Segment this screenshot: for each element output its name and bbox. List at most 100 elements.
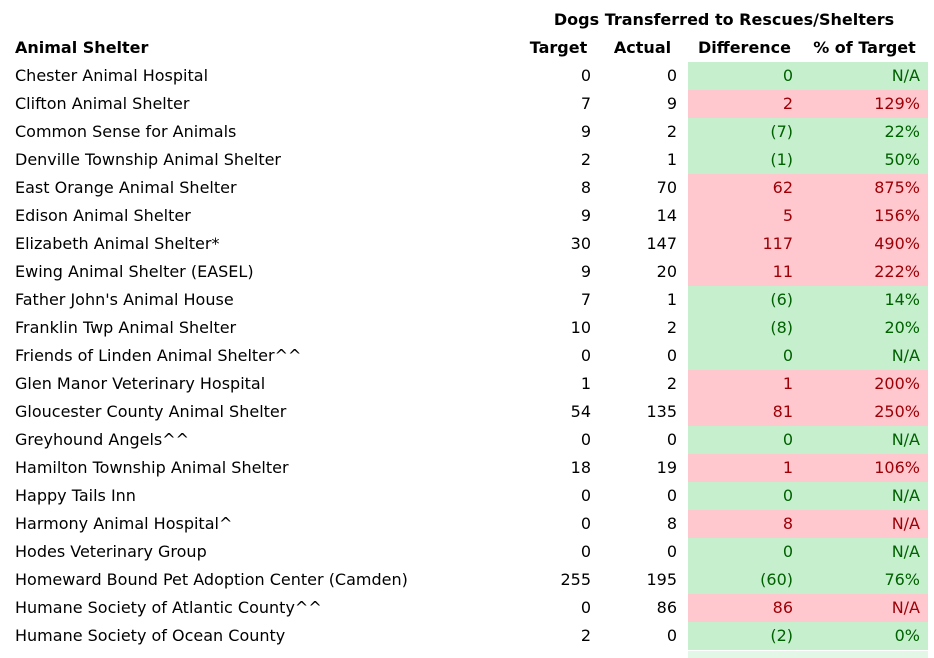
actual-cell[interactable]: 8 bbox=[666, 514, 677, 533]
difference-cell[interactable]: 62 bbox=[688, 174, 801, 202]
target-cell[interactable]: 9 bbox=[580, 206, 591, 225]
target-cell[interactable]: 255 bbox=[560, 570, 591, 589]
pct-cell[interactable]: 50% bbox=[801, 146, 928, 174]
pct-cell[interactable]: 222% bbox=[801, 258, 928, 286]
shelter-name-cell[interactable]: Hodes Veterinary Group bbox=[15, 542, 207, 561]
actual-cell[interactable]: 20 bbox=[656, 262, 677, 281]
shelter-name-cell[interactable]: Humane Society of Atlantic County^^ bbox=[15, 598, 322, 617]
target-cell[interactable]: 0 bbox=[580, 598, 591, 617]
difference-cell[interactable]: 1 bbox=[688, 454, 801, 482]
shelter-name-cell[interactable]: Chester Animal Hospital bbox=[15, 66, 209, 85]
pct-cell[interactable]: 106% bbox=[801, 454, 928, 482]
shelter-name-cell[interactable]: Happy Tails Inn bbox=[15, 486, 136, 505]
actual-cell[interactable]: 147 bbox=[646, 234, 677, 253]
pct-cell[interactable]: N/A bbox=[801, 510, 928, 538]
actual-cell[interactable]: 0 bbox=[666, 626, 677, 645]
pct-cell[interactable]: 14% bbox=[801, 286, 928, 314]
shelter-name-cell[interactable]: Franklin Twp Animal Shelter bbox=[15, 318, 237, 337]
difference-cell[interactable]: (2) bbox=[688, 622, 801, 650]
target-cell[interactable]: 54 bbox=[570, 402, 591, 421]
difference-cell[interactable]: 11 bbox=[688, 258, 801, 286]
pct-cell[interactable]: N/A bbox=[801, 426, 928, 454]
difference-cell[interactable]: 0 bbox=[688, 342, 801, 370]
difference-cell[interactable]: 117 bbox=[688, 230, 801, 258]
target-cell[interactable]: 0 bbox=[580, 66, 591, 85]
pct-cell[interactable]: 875% bbox=[801, 174, 928, 202]
difference-cell[interactable]: 5 bbox=[688, 202, 801, 230]
difference-cell[interactable]: (6) bbox=[688, 286, 801, 314]
difference-cell[interactable]: 1 bbox=[688, 370, 801, 398]
shelter-name-cell[interactable]: Harmony Animal Hospital^ bbox=[15, 514, 233, 533]
shelter-name-cell[interactable]: Edison Animal Shelter bbox=[15, 206, 191, 225]
shelter-name-cell[interactable]: Common Sense for Animals bbox=[15, 122, 237, 141]
actual-cell[interactable]: 2 bbox=[666, 122, 677, 141]
col-header-actual[interactable]: Actual bbox=[613, 38, 672, 57]
target-cell[interactable]: 7 bbox=[580, 290, 591, 309]
target-cell[interactable]: 1 bbox=[580, 374, 591, 393]
actual-cell[interactable]: 1 bbox=[666, 290, 677, 309]
shelter-name-cell[interactable]: Denville Township Animal Shelter bbox=[15, 150, 282, 169]
pct-cell[interactable]: 200% bbox=[801, 370, 928, 398]
shelter-name-cell[interactable]: Gloucester County Animal Shelter bbox=[15, 402, 287, 421]
actual-cell[interactable]: 2 bbox=[666, 374, 677, 393]
actual-cell[interactable]: 2 bbox=[666, 318, 677, 337]
target-cell[interactable]: 0 bbox=[580, 514, 591, 533]
col-header-animal-shelter[interactable]: Animal Shelter bbox=[15, 38, 149, 57]
pct-cell[interactable]: N/A bbox=[801, 342, 928, 370]
difference-cell[interactable]: 0 bbox=[688, 538, 801, 566]
difference-cell[interactable]: (7) bbox=[688, 118, 801, 146]
target-cell[interactable]: 0 bbox=[580, 542, 591, 561]
target-cell[interactable]: 0 bbox=[580, 346, 591, 365]
shelter-name-cell[interactable]: Ewing Animal Shelter (EASEL) bbox=[15, 262, 254, 281]
actual-cell[interactable]: 0 bbox=[666, 346, 677, 365]
shelter-name-cell[interactable]: Humane Society of Ocean County bbox=[15, 626, 286, 645]
shelter-name-cell[interactable]: Friends of Linden Animal Shelter^^ bbox=[15, 346, 302, 365]
actual-cell[interactable]: 1 bbox=[666, 150, 677, 169]
target-cell[interactable]: 9 bbox=[580, 262, 591, 281]
actual-cell[interactable]: 70 bbox=[656, 178, 677, 197]
report-title[interactable]: Dogs Transferred to Rescues/Shelters bbox=[553, 10, 895, 29]
pct-cell[interactable]: 250% bbox=[801, 398, 928, 426]
shelter-name-cell[interactable]: Homeward Bound Pet Adoption Center (Camd… bbox=[15, 570, 408, 589]
pct-cell[interactable]: N/A bbox=[801, 62, 928, 90]
actual-cell[interactable]: 14 bbox=[656, 206, 677, 225]
pct-cell[interactable]: 20% bbox=[801, 314, 928, 342]
actual-cell[interactable]: 0 bbox=[666, 66, 677, 85]
col-header-difference[interactable]: Difference bbox=[697, 38, 792, 57]
col-header-target[interactable]: Target bbox=[529, 38, 588, 57]
difference-cell[interactable]: 0 bbox=[688, 426, 801, 454]
difference-cell[interactable]: 81 bbox=[688, 398, 801, 426]
difference-cell[interactable]: (8) bbox=[688, 314, 801, 342]
pct-cell[interactable]: 0% bbox=[801, 622, 928, 650]
shelter-name-cell[interactable]: East Orange Animal Shelter bbox=[15, 178, 237, 197]
pct-cell[interactable]: 490% bbox=[801, 230, 928, 258]
shelter-name-cell[interactable]: Greyhound Angels^^ bbox=[15, 430, 190, 449]
actual-cell[interactable]: 195 bbox=[646, 570, 677, 589]
difference-cell[interactable]: 86 bbox=[688, 594, 801, 622]
shelter-name-cell[interactable]: Glen Manor Veterinary Hospital bbox=[15, 374, 266, 393]
pct-cell[interactable]: 129% bbox=[801, 90, 928, 118]
target-cell[interactable]: 0 bbox=[580, 430, 591, 449]
pct-cell[interactable]: 22% bbox=[801, 118, 928, 146]
target-cell[interactable]: 0 bbox=[580, 486, 591, 505]
difference-cell[interactable]: 8 bbox=[688, 510, 801, 538]
pct-cell[interactable]: N/A bbox=[801, 538, 928, 566]
pct-cell[interactable]: 76% bbox=[801, 566, 928, 594]
actual-cell[interactable]: 9 bbox=[666, 94, 677, 113]
actual-cell[interactable]: 19 bbox=[656, 458, 677, 477]
pct-cell[interactable]: N/A bbox=[801, 594, 928, 622]
actual-cell[interactable]: 0 bbox=[666, 542, 677, 561]
target-cell[interactable]: 8 bbox=[580, 178, 591, 197]
target-cell[interactable]: 2 bbox=[580, 150, 591, 169]
difference-cell[interactable]: (1) bbox=[688, 146, 801, 174]
difference-cell[interactable]: 0 bbox=[688, 62, 801, 90]
difference-cell[interactable]: 0 bbox=[688, 482, 801, 510]
target-cell[interactable]: 7 bbox=[580, 94, 591, 113]
pct-cell[interactable]: N/A bbox=[801, 482, 928, 510]
target-cell[interactable]: 9 bbox=[580, 122, 591, 141]
target-cell[interactable]: 10 bbox=[570, 318, 591, 337]
actual-cell[interactable]: 0 bbox=[666, 486, 677, 505]
actual-cell[interactable]: 135 bbox=[646, 402, 677, 421]
col-header-pct-of-target[interactable]: % of Target bbox=[813, 38, 916, 57]
actual-cell[interactable]: 0 bbox=[666, 430, 677, 449]
